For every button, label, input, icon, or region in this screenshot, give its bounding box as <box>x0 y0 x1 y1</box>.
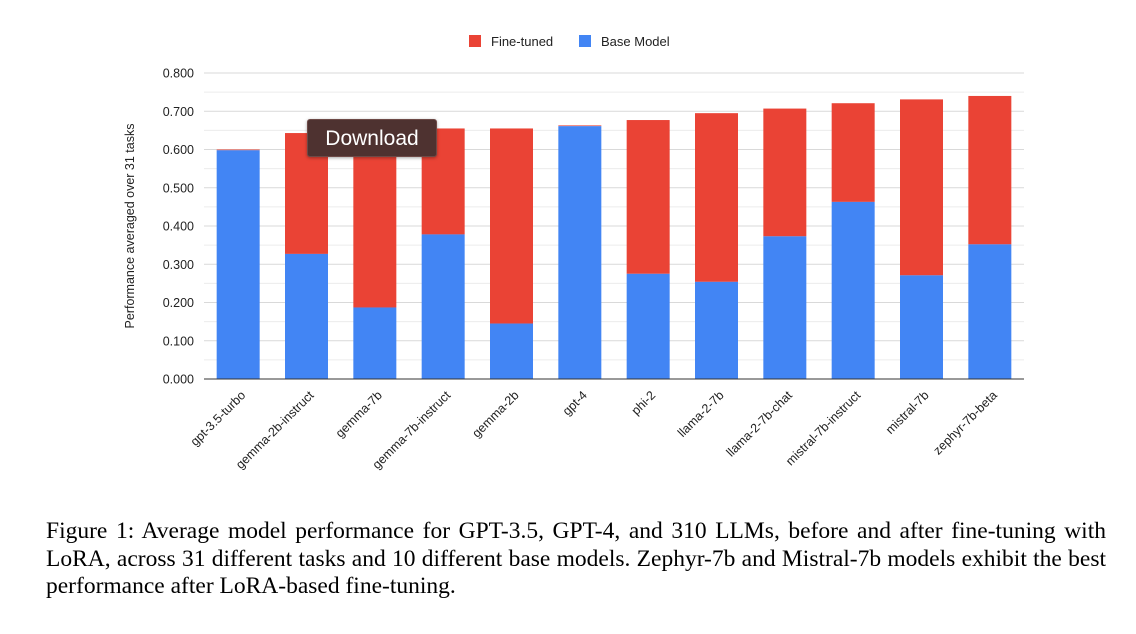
chart-legend: Fine-tuned Base Model <box>469 34 670 49</box>
x-category-label: gpt-3.5-turbo <box>188 388 249 449</box>
figure-caption: Figure 1: Average model performance for … <box>46 518 1106 599</box>
x-category-label: mistral-7b <box>883 388 932 437</box>
y-tick-label: 0.400 <box>163 220 194 234</box>
y-tick-label: 0.700 <box>163 105 194 119</box>
bar-base-model <box>421 234 465 379</box>
x-category-label: llama-2-7b-chat <box>724 388 796 460</box>
bar-fine-tuned <box>626 120 670 274</box>
x-category-label: phi-2 <box>629 388 659 418</box>
bar-base-model <box>285 253 328 379</box>
y-tick-label: 0.100 <box>163 334 194 348</box>
bar-fine-tuned <box>831 103 875 202</box>
bar-base-model <box>353 307 397 379</box>
download-button[interactable]: Download <box>307 119 437 157</box>
x-category-label: llama-2-7b <box>675 388 727 440</box>
bar-fine-tuned <box>558 125 602 127</box>
legend-label: Fine-tuned <box>491 34 553 49</box>
bar-base-model <box>490 323 533 379</box>
y-tick-label: 0.200 <box>163 296 194 310</box>
bar-fine-tuned <box>763 108 807 237</box>
x-category-label: gemma-7b <box>333 388 385 440</box>
bar-fine-tuned <box>490 128 533 324</box>
y-axis-title: Performance averaged over 31 tasks <box>123 124 137 329</box>
legend-swatch <box>469 35 481 47</box>
bar-fine-tuned <box>216 149 260 151</box>
x-category-label: gemma-2b <box>469 388 521 440</box>
x-category-label: mistral-7b-instruct <box>783 388 864 469</box>
stacked-bar-chart: Fine-tuned Base Model 0.000 0.100 0.200 0.30… <box>123 34 1024 472</box>
bar-base-model <box>695 281 738 379</box>
bar-base-model <box>900 275 943 379</box>
bar-base-model <box>763 236 807 379</box>
chart-bars <box>204 95 1024 380</box>
y-tick-label: 0.600 <box>163 143 194 157</box>
bar-base-model <box>626 273 670 379</box>
legend-swatch <box>579 35 591 47</box>
y-tick-label: 0.500 <box>163 181 194 195</box>
y-tick-label: 0.300 <box>163 258 194 272</box>
bar-base-model <box>558 126 602 379</box>
y-axis-ticks: 0.000 0.100 0.200 0.300 0.400 0.500 0.600 0.700… <box>163 67 194 387</box>
bar-fine-tuned <box>353 128 397 308</box>
legend-label: Base Model <box>601 34 670 49</box>
bar-base-model <box>968 244 1012 379</box>
bar-base-model <box>216 150 260 379</box>
bar-fine-tuned <box>900 99 943 276</box>
x-category-label: zephyr-7b-beta <box>931 388 1000 457</box>
y-tick-label: 0.000 <box>163 373 194 387</box>
bar-base-model <box>831 201 875 379</box>
y-tick-label: 0.800 <box>163 67 194 81</box>
bar-fine-tuned <box>968 95 1012 245</box>
bar-fine-tuned <box>695 113 738 282</box>
x-category-label: gpt-4 <box>560 388 590 418</box>
